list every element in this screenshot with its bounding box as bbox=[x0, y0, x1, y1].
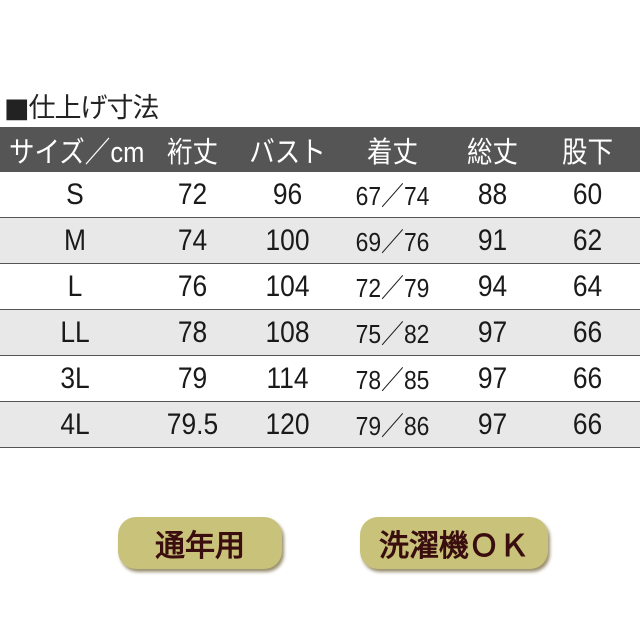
table-cell: 100 bbox=[265, 223, 310, 257]
header-total-length: 総丈 bbox=[466, 136, 519, 169]
badge-machine-washable: 洗濯機ＯＫ bbox=[360, 517, 548, 569]
table-cell: 66 bbox=[572, 361, 603, 395]
table-cell: M bbox=[64, 223, 86, 257]
table-header: サイズ／cm 裄丈 バスト 着丈 総丈 股下 bbox=[0, 127, 640, 172]
table-cell: 79.5 bbox=[166, 407, 219, 441]
badge-all-season: 通年用 bbox=[118, 517, 282, 569]
table-cell: 4L bbox=[60, 407, 90, 441]
table-row: S 72 96 67／74 88 60 bbox=[0, 172, 640, 218]
table-cell: 72／79 bbox=[355, 273, 430, 303]
table-cell: 60 bbox=[572, 177, 603, 211]
table-cell: 96 bbox=[272, 177, 303, 211]
table-row: M 74 100 69／76 91 62 bbox=[0, 218, 640, 264]
header-inseam: 股下 bbox=[561, 136, 614, 169]
table-cell: 69／76 bbox=[355, 227, 430, 257]
table-cell: 72 bbox=[177, 177, 208, 211]
table-cell: 67／74 bbox=[355, 181, 430, 211]
table-cell: 75／82 bbox=[355, 319, 430, 349]
table-cell: 97 bbox=[477, 315, 508, 349]
table-cell: 74 bbox=[177, 223, 208, 257]
table-cell: 64 bbox=[572, 269, 603, 303]
table-cell: 79／86 bbox=[355, 411, 430, 441]
table-cell: 76 bbox=[177, 269, 208, 303]
table-cell: 3L bbox=[60, 361, 90, 395]
table-cell: 62 bbox=[572, 223, 603, 257]
table-cell: 97 bbox=[477, 361, 508, 395]
table-cell: 91 bbox=[477, 223, 508, 257]
table-cell: S bbox=[66, 177, 84, 211]
table-cell: 78 bbox=[177, 315, 208, 349]
header-size: サイズ／cm bbox=[9, 136, 145, 169]
table-row: LL 78 108 75／82 97 66 bbox=[0, 310, 640, 356]
table-cell: 97 bbox=[477, 407, 508, 441]
section-title: ■仕上げ寸法 bbox=[4, 93, 160, 124]
table-row: 3L 79 114 78／85 97 66 bbox=[0, 356, 640, 402]
table-cell: 66 bbox=[572, 407, 603, 441]
size-table: サイズ／cm 裄丈 バスト 着丈 総丈 股下 S 72 96 67／74 88 60 M 74… bbox=[0, 127, 640, 448]
table-cell: 114 bbox=[266, 361, 309, 395]
table-cell: LL bbox=[60, 315, 90, 349]
header-length: 着丈 bbox=[366, 136, 419, 169]
table-cell: 108 bbox=[265, 315, 310, 349]
header-sleeve: 裄丈 bbox=[166, 136, 219, 169]
table-cell: 78／85 bbox=[355, 365, 430, 395]
table-cell: 88 bbox=[477, 177, 508, 211]
header-bust: バスト bbox=[249, 136, 326, 169]
table-cell: 94 bbox=[477, 269, 508, 303]
table-cell: 120 bbox=[265, 407, 310, 441]
table-cell: 79 bbox=[177, 361, 208, 395]
table-row: L 76 104 72／79 94 64 bbox=[0, 264, 640, 310]
table-cell: 66 bbox=[572, 315, 603, 349]
table-cell: L bbox=[67, 269, 83, 303]
table-row: 4L 79.5 120 79／86 97 66 bbox=[0, 402, 640, 448]
table-cell: 104 bbox=[265, 269, 310, 303]
